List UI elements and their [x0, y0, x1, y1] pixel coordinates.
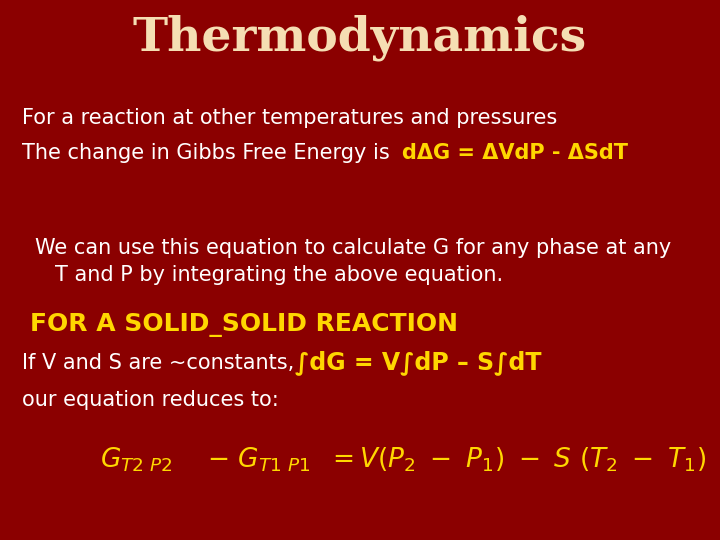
Text: our equation reduces to:: our equation reduces to:	[22, 390, 279, 410]
Text: If V and S are ~constants,: If V and S are ~constants,	[22, 353, 294, 373]
Text: ∫dG = V∫dP – S∫dT: ∫dG = V∫dP – S∫dT	[295, 350, 541, 375]
Text: FOR A SOLID_SOLID REACTION: FOR A SOLID_SOLID REACTION	[30, 313, 458, 337]
Text: The change in Gibbs Free Energy is: The change in Gibbs Free Energy is	[22, 143, 397, 163]
Text: For a reaction at other temperatures and pressures: For a reaction at other temperatures and…	[22, 108, 557, 128]
Text: $-\ G_{T1\ P1}$: $-\ G_{T1\ P1}$	[207, 446, 310, 474]
Text: Thermodynamics: Thermodynamics	[133, 15, 587, 61]
Text: dΔG = ΔVdP - ΔSdT: dΔG = ΔVdP - ΔSdT	[402, 143, 628, 163]
Text: $G_{T2\ P2}$: $G_{T2\ P2}$	[100, 446, 173, 474]
Text: T and P by integrating the above equation.: T and P by integrating the above equatio…	[55, 265, 503, 285]
Text: We can use this equation to calculate G for any phase at any: We can use this equation to calculate G …	[35, 238, 671, 258]
Text: $= V(P_2\ -\ P_1)\ -\ S\ (T_2\ -\ T_1)$: $= V(P_2\ -\ P_1)\ -\ S\ (T_2\ -\ T_1)$	[327, 446, 706, 474]
